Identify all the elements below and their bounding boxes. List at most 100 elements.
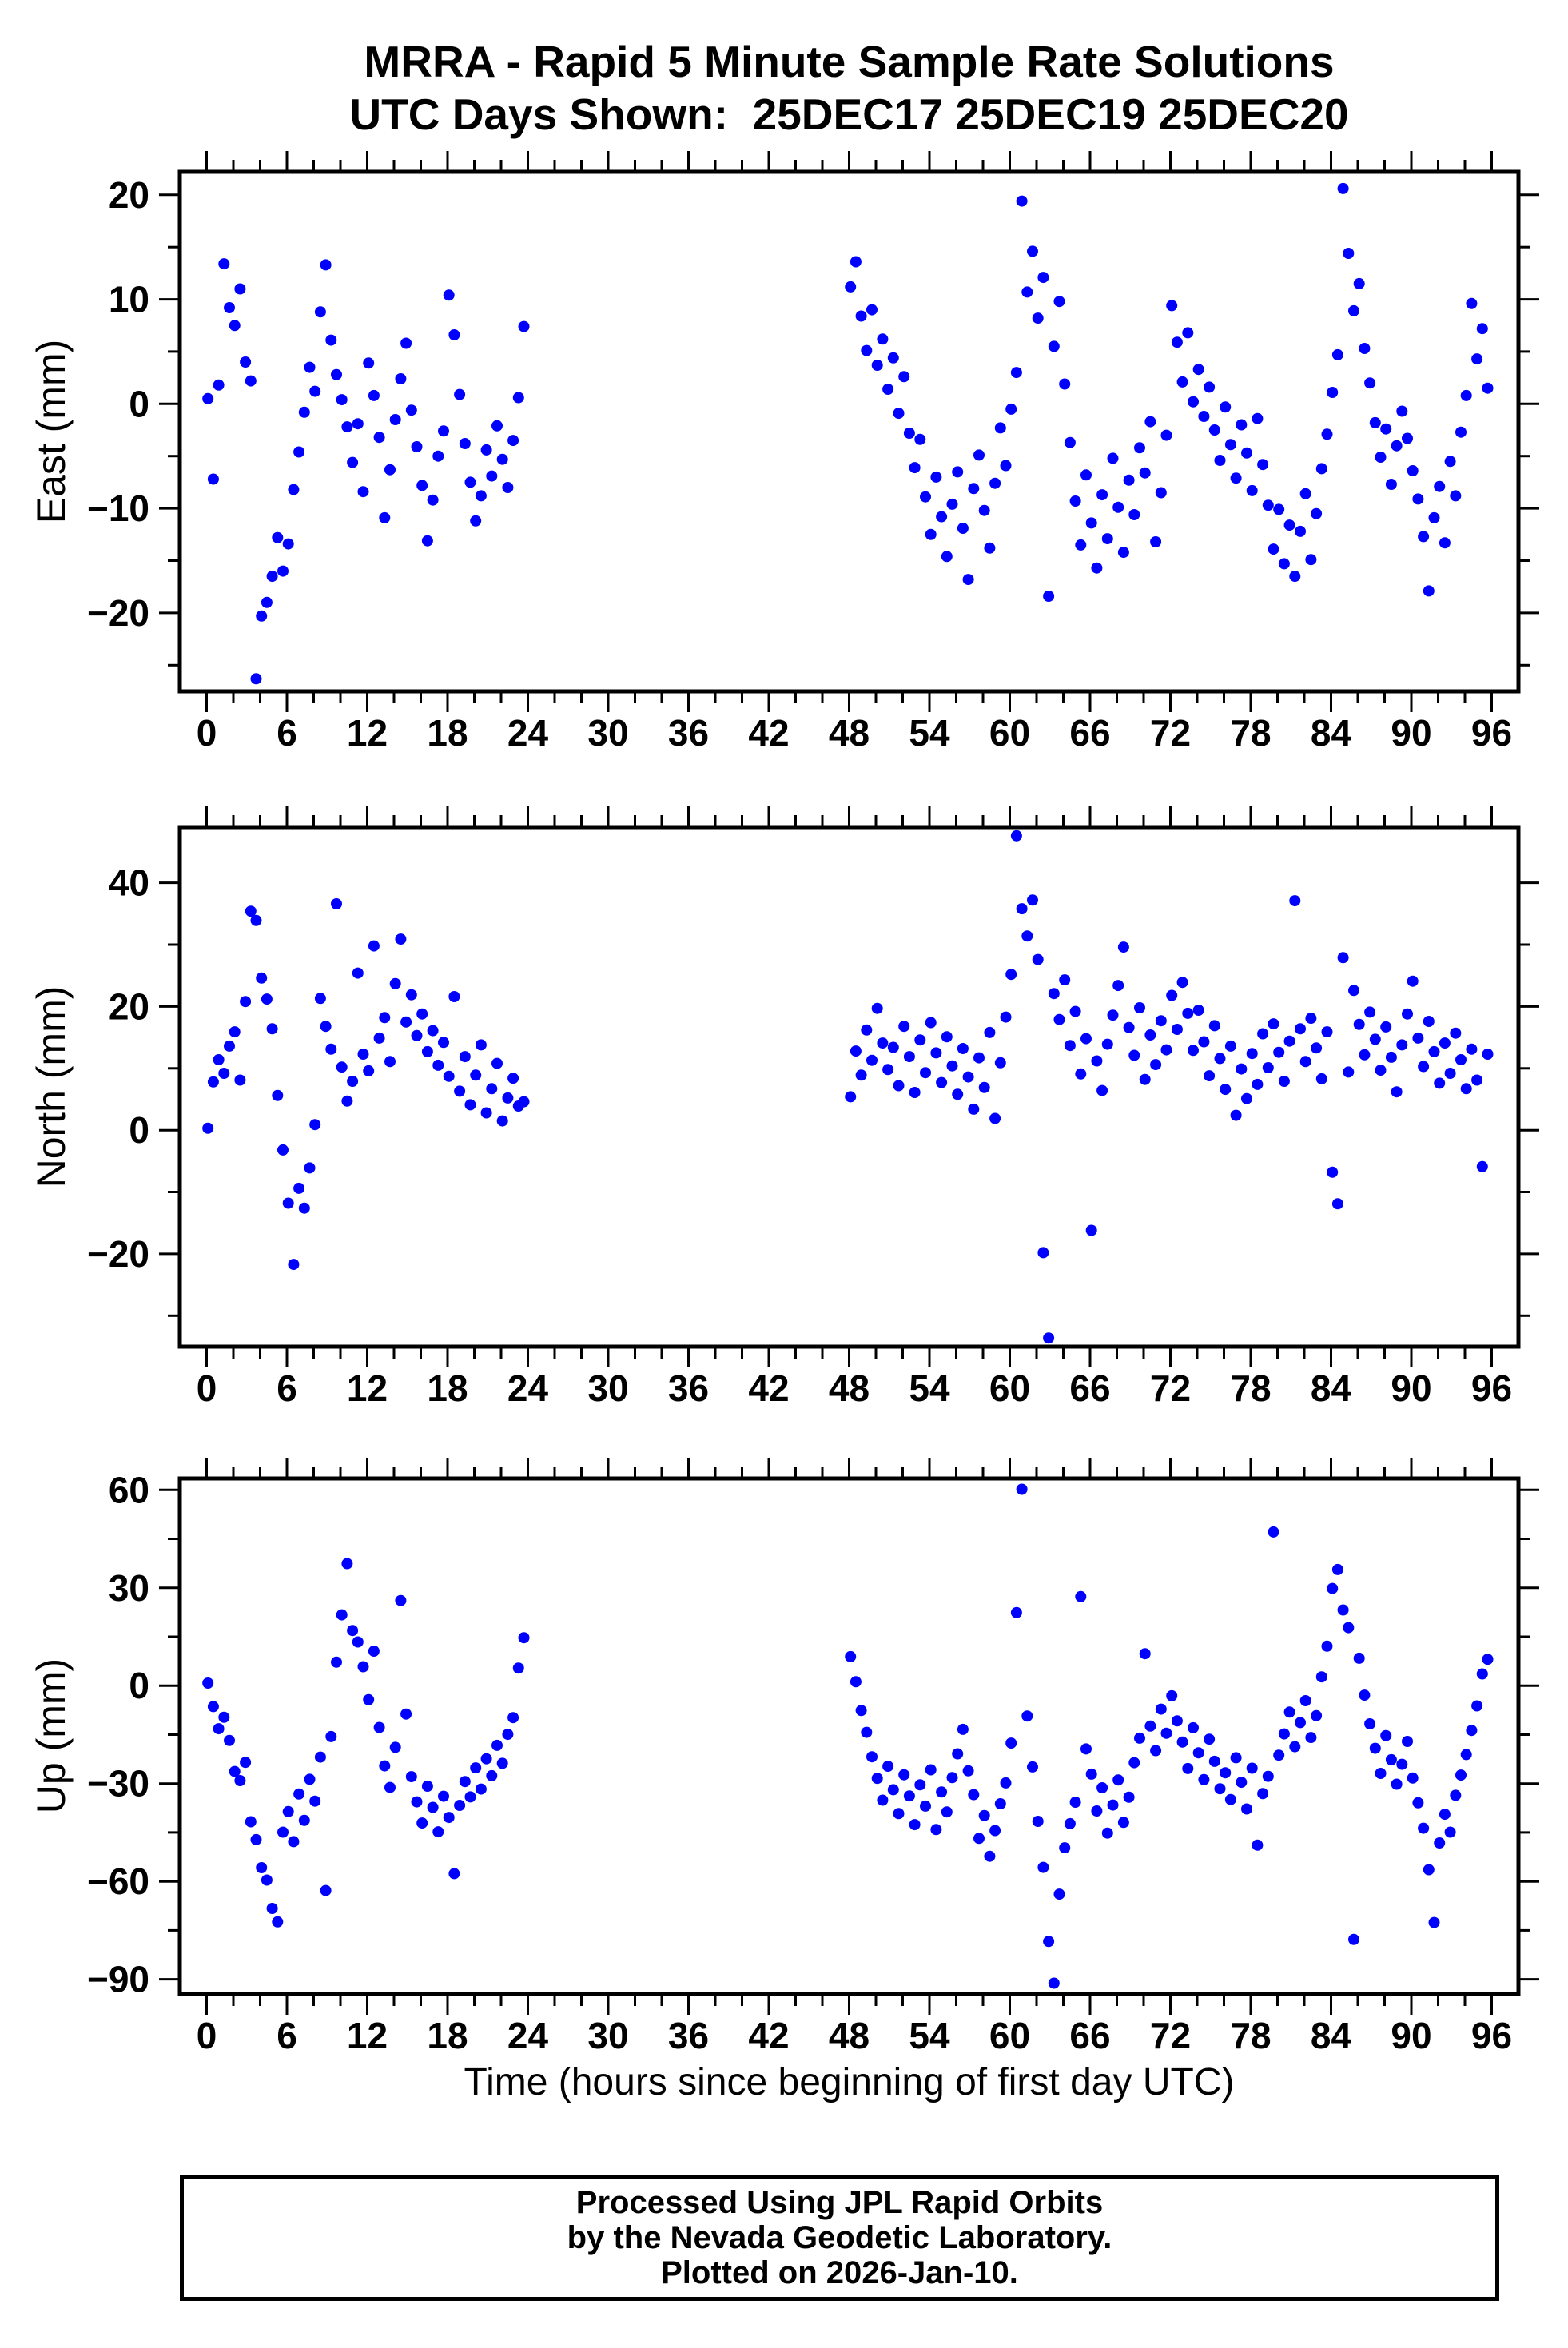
data-point — [1348, 304, 1359, 316]
y-tick-label: −60 — [87, 1860, 149, 1902]
data-point — [845, 1650, 857, 1662]
data-point — [1085, 1224, 1097, 1236]
x-tick-label: 60 — [989, 1367, 1030, 1409]
x-tick-label: 0 — [197, 712, 217, 754]
data-point — [1080, 1033, 1092, 1045]
east-points — [202, 182, 1494, 685]
data-point — [877, 1037, 889, 1049]
data-point — [1032, 953, 1044, 965]
data-point — [459, 438, 471, 449]
x-tick-label: 6 — [277, 1367, 297, 1409]
data-point — [1268, 1018, 1279, 1030]
data-point — [229, 1026, 241, 1038]
data-point — [1273, 503, 1285, 515]
data-point — [1005, 1737, 1017, 1749]
data-point — [1385, 479, 1397, 490]
data-point — [887, 352, 899, 364]
data-point — [1439, 1809, 1451, 1821]
data-point — [909, 1087, 921, 1098]
data-point — [411, 1796, 423, 1808]
data-point — [984, 542, 996, 554]
data-point — [962, 1765, 974, 1777]
data-point — [1476, 1668, 1488, 1680]
data-point — [1069, 1005, 1081, 1017]
y-axis-title-east: East (mm) — [29, 339, 74, 524]
data-point — [1182, 1762, 1194, 1774]
data-point — [464, 1791, 476, 1803]
data-point — [347, 456, 359, 468]
data-point — [1252, 412, 1264, 424]
data-point — [962, 1071, 974, 1083]
x-tick-label: 36 — [668, 2015, 709, 2056]
data-point — [1155, 487, 1167, 499]
data-point — [1080, 469, 1092, 481]
data-point — [1107, 1799, 1119, 1811]
data-point — [1396, 405, 1408, 417]
y-tick-label: −90 — [87, 1959, 149, 2000]
data-point — [389, 1741, 401, 1753]
data-point — [512, 1662, 524, 1674]
data-point — [1423, 1016, 1435, 1027]
data-point — [432, 1826, 444, 1838]
data-point — [1476, 323, 1488, 335]
data-point — [1460, 1749, 1472, 1761]
data-point — [245, 905, 257, 917]
data-point — [1262, 1062, 1274, 1073]
data-point — [1428, 1045, 1440, 1057]
data-point — [1278, 1076, 1290, 1087]
data-point — [1359, 1689, 1371, 1701]
data-point — [1402, 1008, 1413, 1020]
data-point — [368, 1646, 380, 1657]
data-point — [229, 320, 241, 332]
data-point — [1444, 456, 1456, 468]
x-tick-label: 66 — [1069, 712, 1110, 754]
data-point — [1085, 1768, 1097, 1780]
x-tick-label: 66 — [1069, 1367, 1110, 1409]
data-point — [1134, 1002, 1145, 1013]
data-point — [1005, 969, 1017, 981]
data-point — [1315, 1671, 1327, 1683]
data-point — [1064, 1817, 1076, 1829]
data-point — [845, 1091, 857, 1103]
data-point — [898, 1769, 910, 1781]
data-point — [331, 368, 342, 380]
data-point — [234, 283, 246, 295]
data-point — [288, 1836, 300, 1848]
data-point — [1305, 1732, 1317, 1744]
data-point — [1315, 463, 1327, 475]
data-point — [1059, 378, 1071, 390]
x-tick-label: 84 — [1311, 2015, 1352, 2056]
data-point — [1375, 452, 1387, 463]
data-point — [1182, 1007, 1194, 1019]
data-point — [1364, 1006, 1376, 1018]
data-point — [288, 1259, 300, 1271]
data-point — [288, 484, 300, 495]
data-point — [1305, 554, 1317, 566]
data-point — [1236, 1777, 1248, 1789]
data-point — [1283, 1706, 1295, 1718]
data-point — [1010, 367, 1022, 379]
data-point — [1150, 1059, 1162, 1071]
data-point — [1048, 1977, 1060, 1989]
data-point — [304, 1773, 316, 1785]
data-point — [1466, 1043, 1478, 1055]
data-point — [920, 1067, 931, 1079]
data-point — [256, 610, 268, 622]
data-point — [1144, 1029, 1156, 1041]
data-point — [882, 384, 894, 395]
data-point — [1091, 1055, 1103, 1067]
data-point — [1353, 1652, 1365, 1664]
data-point — [470, 515, 482, 527]
data-point — [914, 1034, 926, 1046]
x-tick-label: 90 — [1391, 712, 1431, 754]
plot-frame — [177, 825, 1521, 1349]
x-tick-label: 24 — [507, 712, 549, 754]
data-point — [1482, 382, 1494, 394]
data-point — [229, 1765, 241, 1777]
data-point — [850, 256, 862, 268]
y-axis-title-up: Up (mm) — [29, 1658, 74, 1814]
data-point — [1471, 1074, 1483, 1086]
data-point — [1192, 1747, 1204, 1759]
data-point — [871, 1002, 883, 1014]
data-point — [234, 1775, 246, 1786]
